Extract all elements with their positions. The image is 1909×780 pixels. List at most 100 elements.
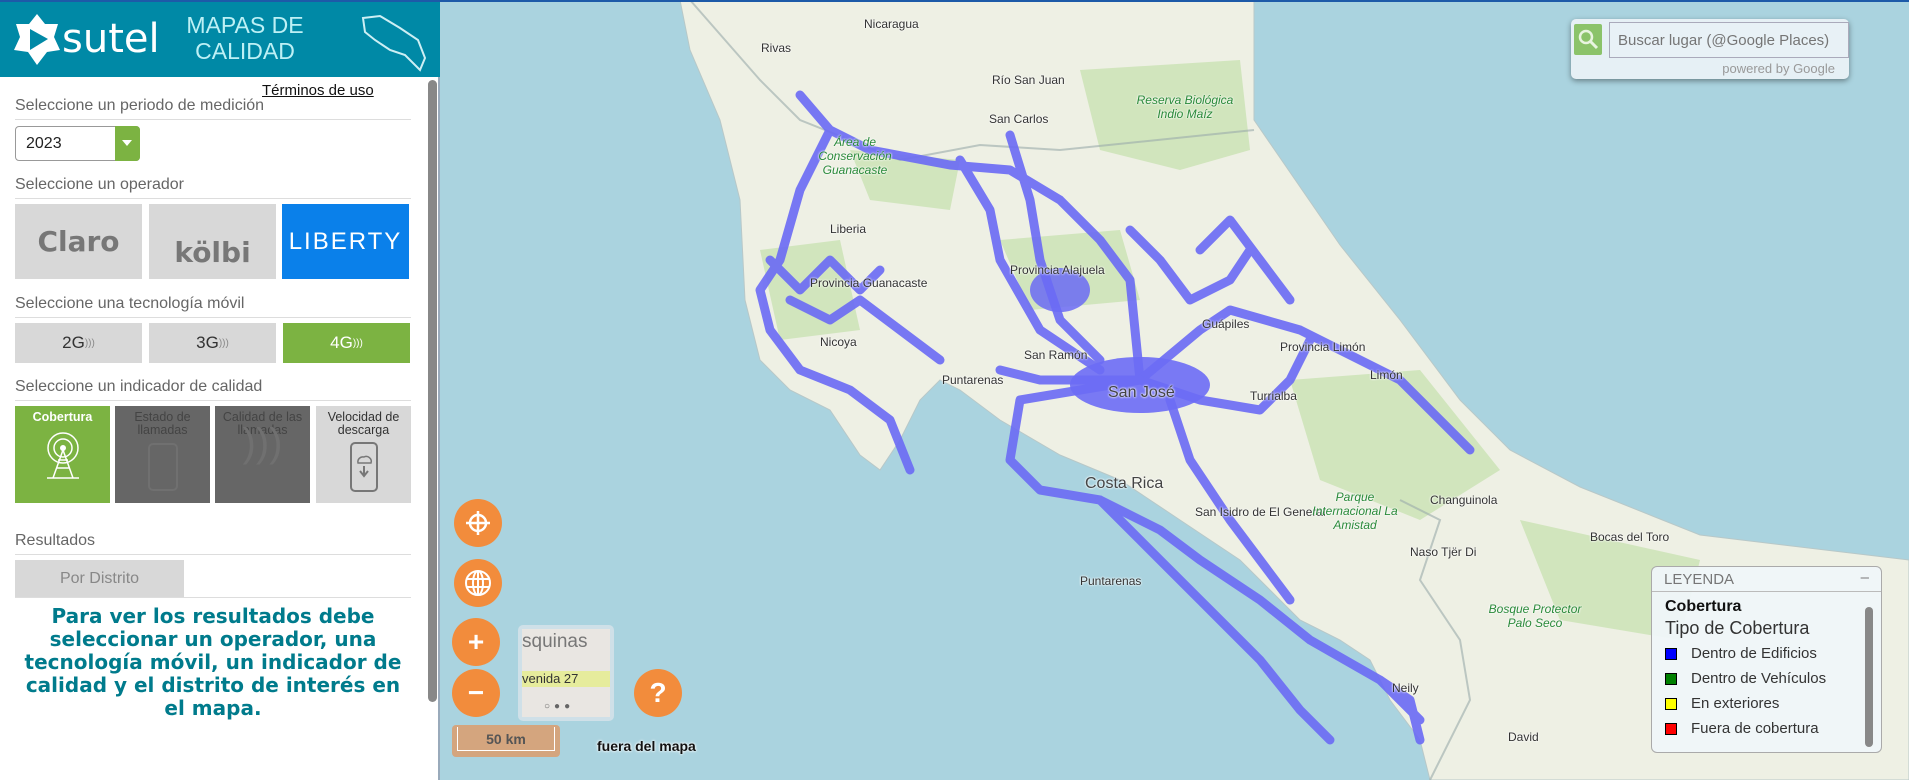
carousel-dots[interactable]: ○●● [544,701,575,712]
map-label: David [1508,730,1539,744]
search-input[interactable] [1609,22,1849,58]
app-title: MAPAS DE CALIDAD [186,12,304,64]
legend-panel: LEYENDA – Cobertura Tipo de Cobertura Den… [1651,566,1882,753]
legend-item: Dentro de Edificios [1652,641,1881,666]
terms-of-use-link[interactable]: Términos de uso [262,82,374,99]
map-label: Limón [1370,368,1403,382]
map-label: Provincia Limón [1280,340,1366,354]
tech-4g-button[interactable]: 4G))) [283,323,410,363]
coverage-line [755,125,915,475]
indicator-call-status-button[interactable]: Estado de llamadas [115,406,210,503]
scale-bar: 50 km [452,725,560,757]
globe-button[interactable] [454,559,502,607]
operator-label: Seleccione un operador [15,176,411,199]
legend-swatch [1665,672,1677,685]
indicator-coverage-label: Cobertura [32,410,93,424]
scale-label: 50 km [457,727,555,751]
map-label: Bosque Protector Palo Seco [1488,602,1582,630]
legend-item-label: En exteriores [1691,695,1780,712]
coverage-line [1095,495,1335,745]
indicator-label: Seleccione un indicador de calidad [15,378,411,401]
sidebar-scrollbar[interactable] [428,80,437,702]
map-label: Changuinola [1430,493,1498,507]
map-label: Costa Rica [1085,475,1164,492]
zoom-in-button[interactable]: + [452,618,500,666]
indicator-call-status-label: Estado de llamadas [134,410,191,437]
basemap-switcher[interactable]: squinas venida 27 ○●● [518,625,614,721]
thumbnail-street: venida 27 [522,671,610,687]
legend-item: En exteriores [1652,691,1881,716]
map-label: Nicaragua [864,17,919,31]
map-label: Puntarenas [1080,574,1142,588]
map-label: Guápiles [1202,317,1250,331]
sutel-logo-icon [14,14,60,65]
map-label: Área de Conservación Guanacaste [818,135,892,177]
operator-liberty-button[interactable]: LIBERTY [282,204,409,279]
ear-icon: ))) [242,421,283,465]
coverage-line [785,295,945,365]
tech-2g-button[interactable]: 2G))) [15,323,142,363]
indicator-coverage-button[interactable]: Cobertura [15,406,110,503]
antenna-tower-icon [46,432,79,479]
operator-claro-button[interactable]: Claro [15,204,142,279]
coverage-line [1165,395,1295,605]
map-label: Puntarenas [942,373,1004,387]
search-button[interactable] [1574,24,1602,55]
zoom-out-button[interactable]: − [452,669,500,717]
period-label: Seleccione un periodo de medición [15,97,411,120]
map-label: Nicoya [820,335,857,349]
sidebar: sutel MAPAS DE CALIDAD Términos de uso S… [0,0,440,780]
signal-icon: ))) [352,337,363,349]
legend-subtitle: Tipo de Cobertura [1665,618,1810,638]
locate-button[interactable] [454,499,502,547]
tech-3g-button[interactable]: 3G))) [149,323,276,363]
legend-swatch [1665,697,1677,710]
map-label: Provincia Guanacaste [810,276,928,290]
thumbnail-text: squinas [522,631,588,652]
tech-2g-label: 2G [62,333,85,352]
phone-download-icon [349,442,378,492]
tech-3g-label: 3G [196,333,219,352]
top-border [0,0,1909,2]
help-button[interactable]: ? [634,669,682,717]
coverage-line [1135,305,1475,455]
legend-item: Dentro de Vehículos [1652,666,1881,691]
indicator-call-quality-button[interactable]: Calidad de las llamadas))) [215,406,310,503]
legend-item-label: Dentro de Edificios [1691,645,1817,662]
by-district-tab[interactable]: Por Distrito [15,560,184,597]
coverage-line [765,255,885,295]
phone-check-icon [147,443,178,491]
coverage-line [795,90,1145,385]
legend-item: Fuera de cobertura [1652,716,1881,741]
indicator-call-quality-label: Calidad de las llamadas [222,410,303,437]
period-value: 2023 [26,135,62,152]
map-label: Provincia Alajuela [1010,263,1105,277]
search-icon [1578,29,1599,50]
period-select[interactable]: 2023 [15,126,140,161]
off-map-text: fuera del mapa [597,738,696,754]
question-icon: ? [649,677,667,708]
crosshair-icon [466,511,490,535]
indicator-download-speed-label: Velocidad de descarga [327,410,400,437]
results-label: Resultados [15,532,411,555]
coverage-line [1375,675,1425,745]
legend-collapse-button[interactable]: – [1860,569,1869,586]
legend-swatch [1665,722,1677,735]
map-label: Naso Tjër Di [1410,545,1477,559]
map-label: Turrialba [1250,389,1297,403]
plus-icon: + [467,626,485,657]
map-label: San José [1108,384,1175,401]
results-message: Para ver los resultados debe seleccionar… [24,604,402,720]
map-label: Reserva Biológica Indio Maíz [1136,93,1234,121]
legend-scrollbar[interactable] [1865,607,1873,747]
map-label: San Carlos [989,112,1049,126]
indicator-download-speed-button[interactable]: Velocidad de descarga [316,406,411,503]
operator-kolbi-button[interactable]: kölbi [149,204,276,279]
powered-by-google: powered by Google [1722,61,1835,76]
legend-item-label: Dentro de Vehículos [1691,670,1827,687]
coverage-line [955,155,1105,375]
map-label: Liberia [830,222,867,236]
chevron-down-icon[interactable] [115,126,140,161]
signal-icon: ))) [84,337,95,349]
globe-icon [465,570,491,596]
